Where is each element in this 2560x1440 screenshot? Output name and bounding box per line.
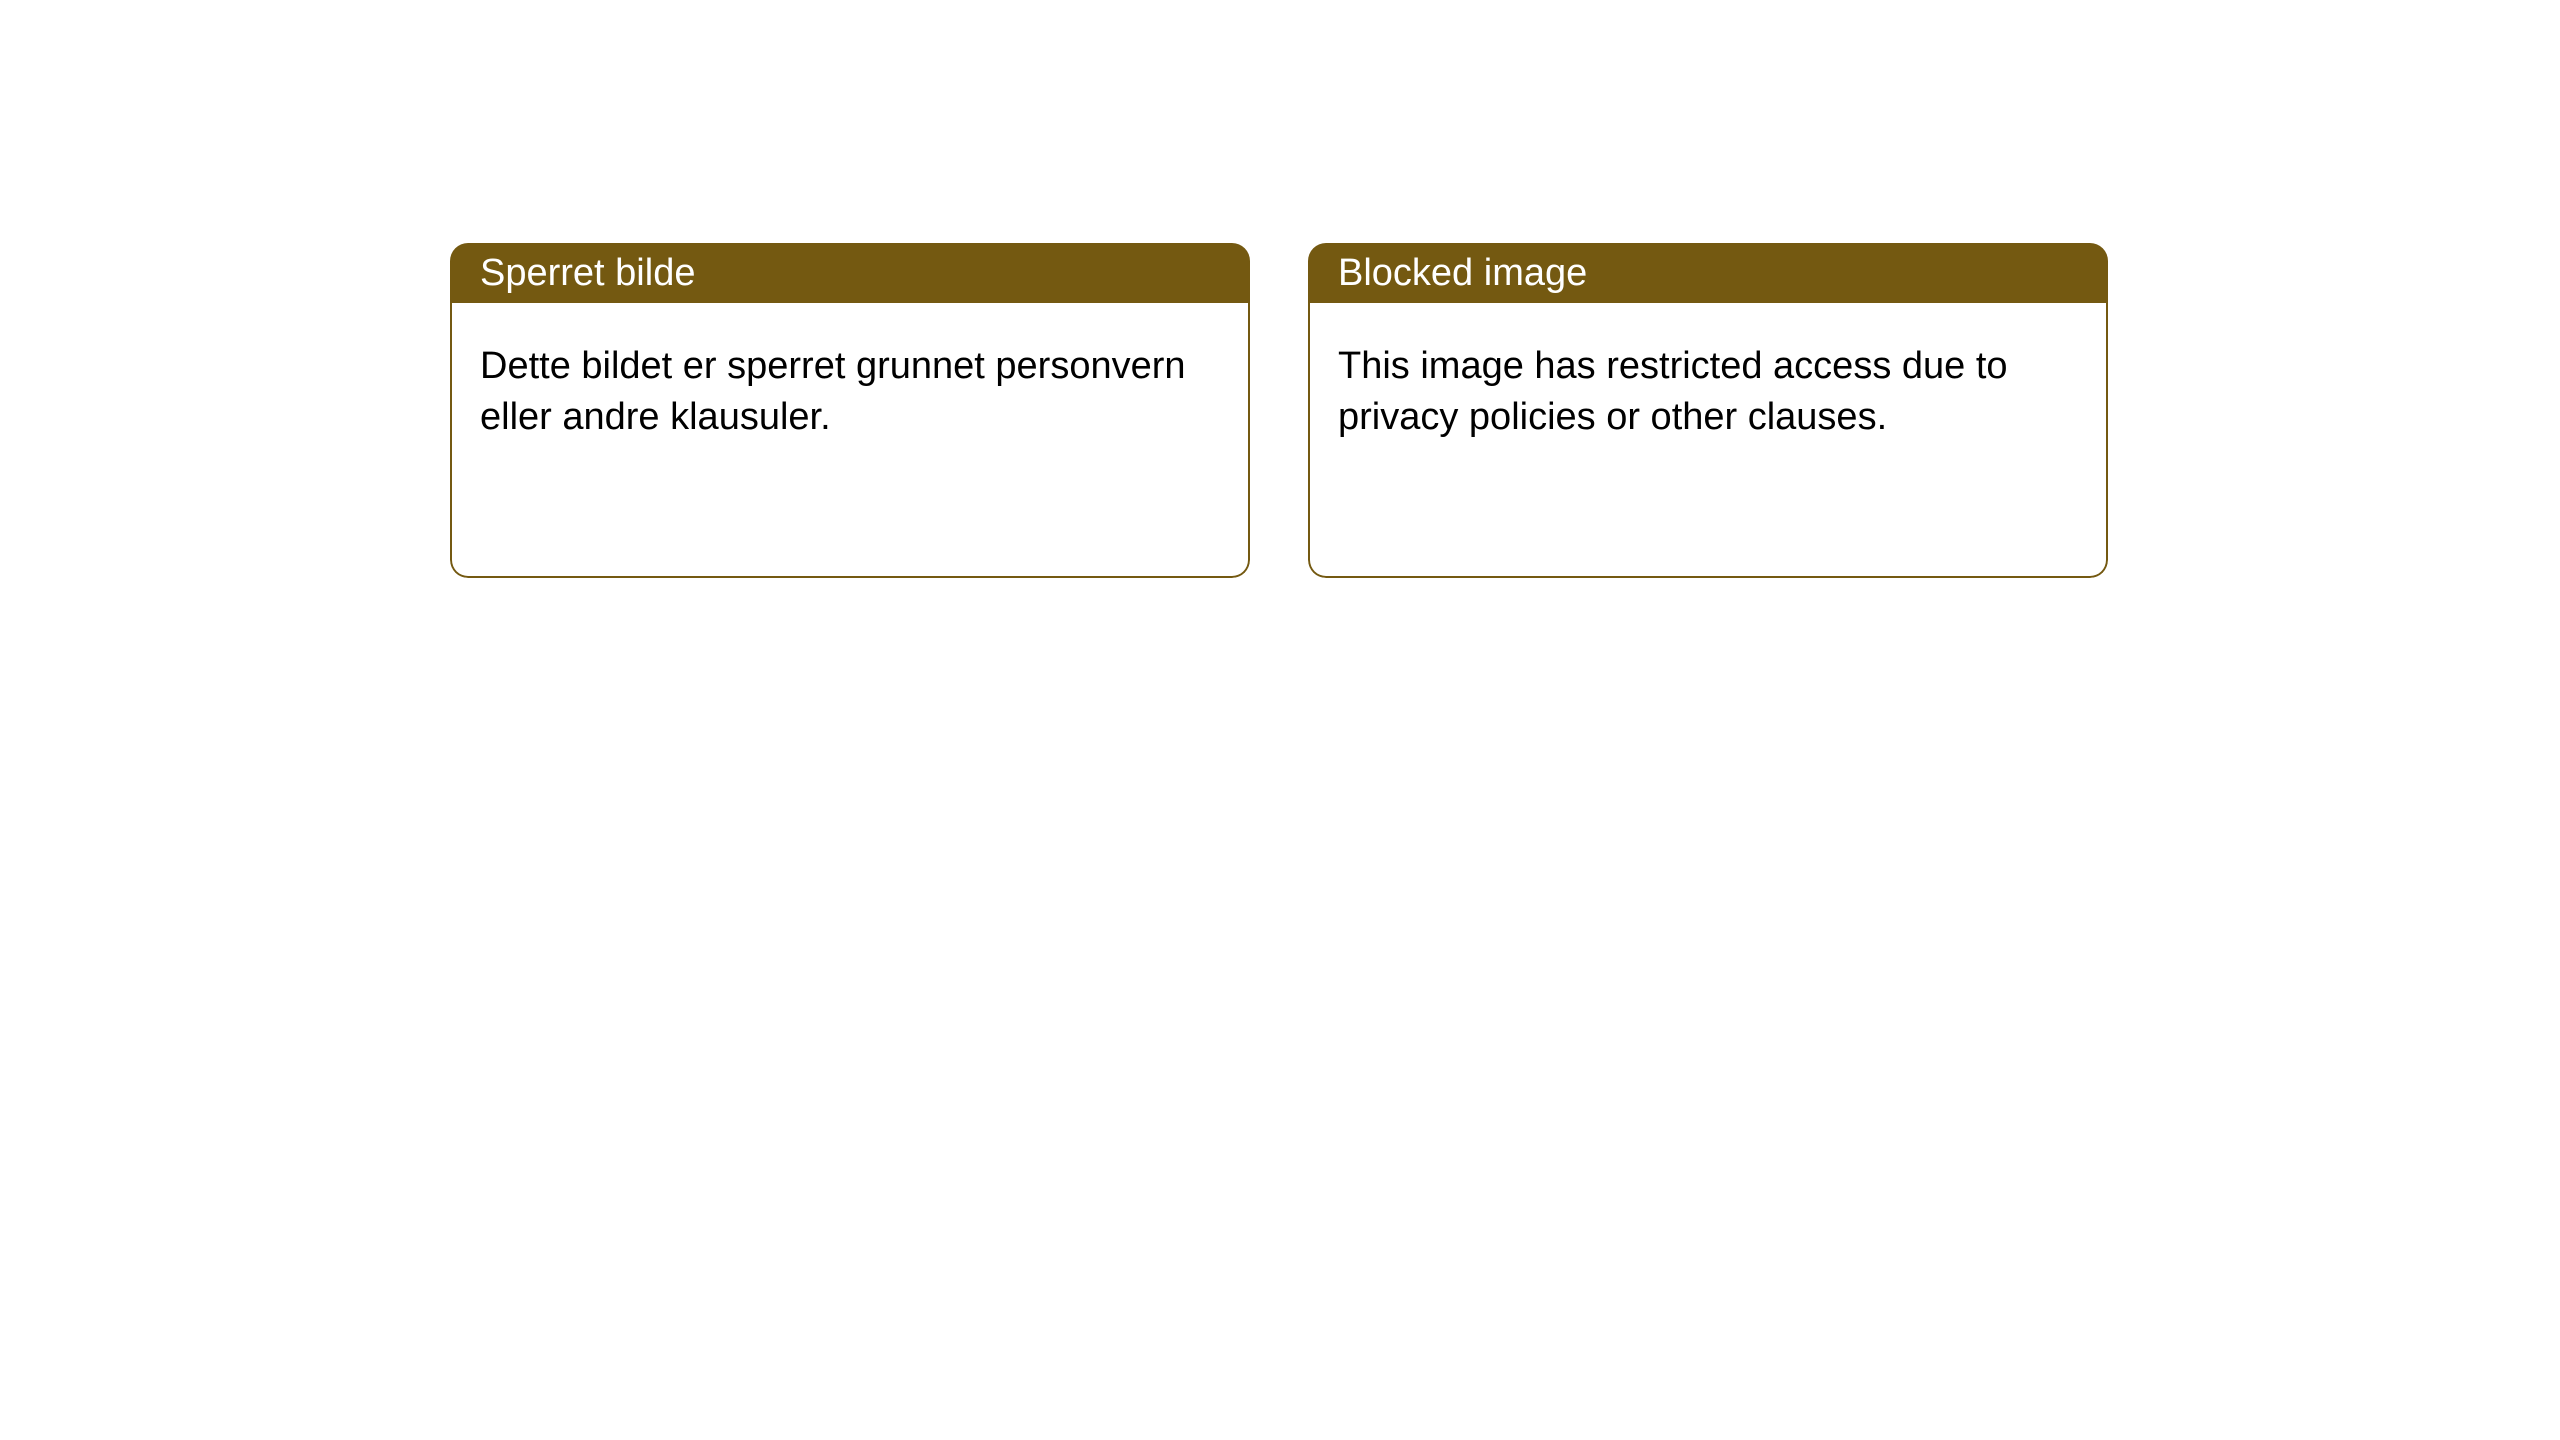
card-body-en: This image has restricted access due to … xyxy=(1308,303,2108,578)
card-body-text-no: Dette bildet er sperret grunnet personve… xyxy=(480,345,1186,438)
card-body-text-en: This image has restricted access due to … xyxy=(1338,345,2008,438)
card-header-no: Sperret bilde xyxy=(450,243,1250,303)
blocked-image-card-en: Blocked image This image has restricted … xyxy=(1308,243,2108,578)
blocked-image-card-no: Sperret bilde Dette bildet er sperret gr… xyxy=(450,243,1250,578)
card-title-no: Sperret bilde xyxy=(480,252,695,295)
card-header-en: Blocked image xyxy=(1308,243,2108,303)
card-title-en: Blocked image xyxy=(1338,252,1587,295)
card-body-no: Dette bildet er sperret grunnet personve… xyxy=(450,303,1250,578)
notice-container: Sperret bilde Dette bildet er sperret gr… xyxy=(0,0,2560,578)
